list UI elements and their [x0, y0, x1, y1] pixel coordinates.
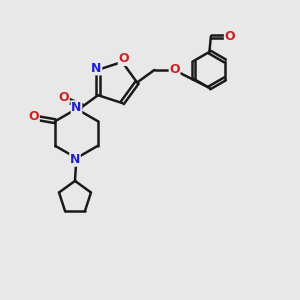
Text: O: O	[224, 30, 235, 43]
Text: O: O	[169, 63, 180, 76]
Text: O: O	[118, 52, 129, 65]
Text: O: O	[58, 91, 69, 104]
Text: N: N	[71, 101, 82, 114]
Text: N: N	[91, 62, 102, 75]
Text: O: O	[28, 110, 39, 123]
Text: N: N	[70, 153, 80, 166]
